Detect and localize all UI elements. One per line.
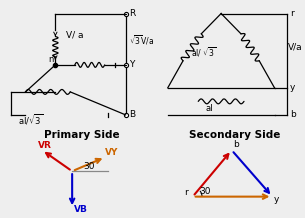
Text: b: b — [233, 140, 239, 149]
Text: y: y — [290, 83, 295, 92]
Text: $\sqrt{3}$V/a: $\sqrt{3}$V/a — [129, 34, 155, 47]
Text: Secondary Side: Secondary Side — [189, 130, 280, 140]
Text: b: b — [290, 110, 296, 119]
Text: Y: Y — [129, 60, 135, 69]
Text: r: r — [184, 189, 188, 198]
Text: B: B — [129, 110, 135, 119]
Text: r: r — [290, 9, 293, 18]
Text: V/ a: V/ a — [66, 31, 83, 40]
Text: Primary Side: Primary Side — [44, 130, 119, 140]
Text: y: y — [274, 196, 279, 204]
Text: n: n — [48, 54, 53, 63]
Text: VR: VR — [38, 141, 52, 150]
Text: V/a: V/a — [287, 43, 302, 52]
Text: aI/$\sqrt{3}$: aI/$\sqrt{3}$ — [18, 112, 43, 127]
Text: 30: 30 — [200, 187, 211, 196]
Text: aI/ $\sqrt{3}$: aI/ $\sqrt{3}$ — [191, 46, 216, 59]
Text: aI: aI — [206, 104, 213, 113]
Text: 30: 30 — [84, 162, 95, 171]
Text: VY: VY — [105, 148, 119, 157]
Text: R: R — [129, 9, 136, 18]
Text: VB: VB — [74, 205, 88, 214]
